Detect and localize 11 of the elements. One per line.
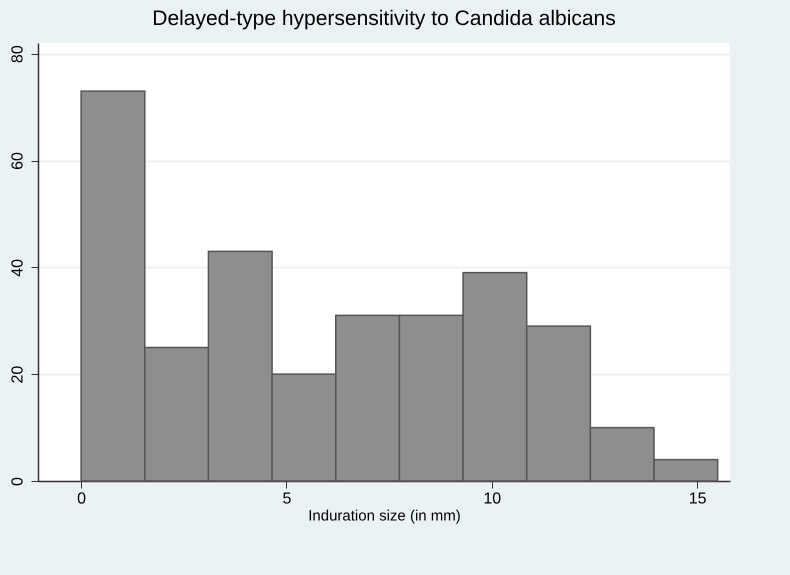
y-tick-label: 80 bbox=[10, 45, 26, 64]
x-tick-label: 0 bbox=[77, 490, 86, 508]
y-tick-label: 0 bbox=[10, 476, 26, 486]
x-axis-title: Induration size (in mm) bbox=[308, 508, 461, 524]
chart-title: Delayed-type hypersensitivity to Candida albicans bbox=[152, 7, 616, 30]
y-tick-label: 40 bbox=[10, 258, 26, 277]
x-tick-label: 5 bbox=[282, 490, 292, 508]
x-tick-label: 15 bbox=[688, 490, 707, 508]
y-tick-label: 20 bbox=[10, 366, 26, 384]
y-tick-label: 60 bbox=[10, 152, 26, 170]
x-tick-label: 10 bbox=[483, 490, 502, 508]
